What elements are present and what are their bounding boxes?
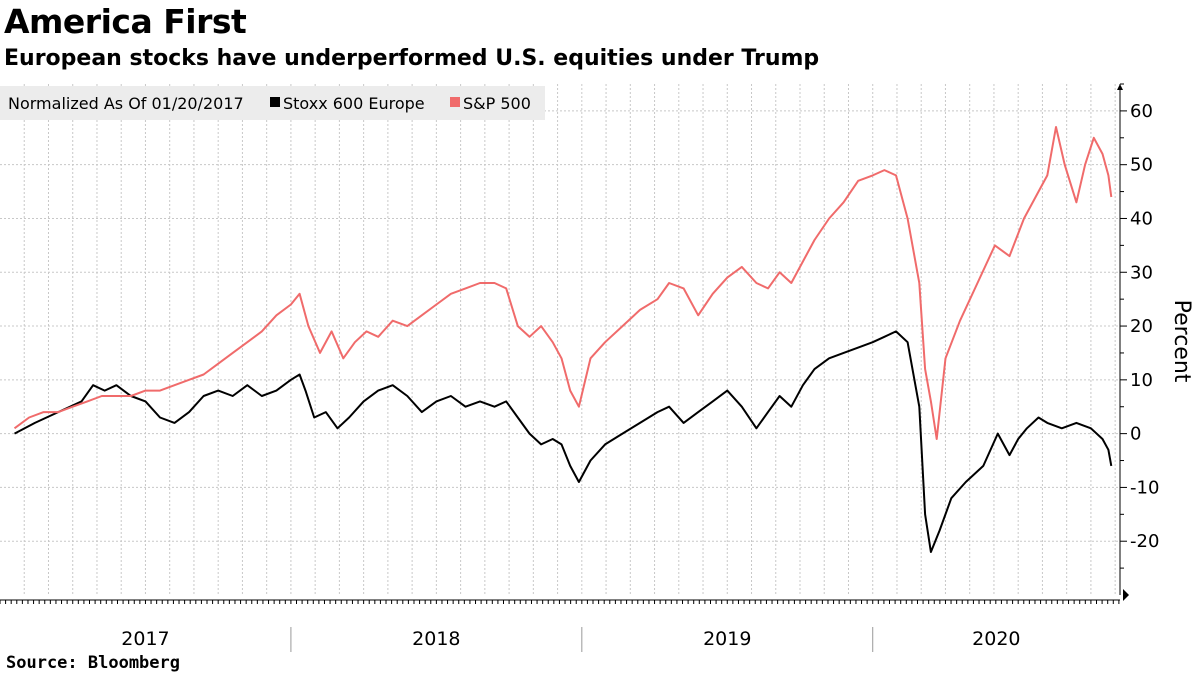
y-axis: -20 -10 0 10 20 30 40 50 60 Percent: [1117, 83, 1194, 601]
legend-prefix: Normalized As Of 01/20/2017: [8, 94, 244, 113]
y-tick-label: 10: [1130, 370, 1153, 391]
series-line: [13, 126, 1113, 440]
y-tick-label: 0: [1130, 424, 1141, 445]
y-tick-label: 60: [1130, 101, 1153, 122]
y-axis-arrow-top: [1117, 84, 1123, 90]
legend-swatch: [270, 97, 280, 107]
y-tick-label: 20: [1130, 316, 1153, 337]
y-tick-label: 30: [1130, 262, 1153, 283]
chart-subtitle: European stocks have underperformed U.S.…: [4, 46, 820, 71]
y-tick-label: -10: [1130, 477, 1159, 498]
x-year-label: 2018: [412, 628, 460, 650]
legend: Normalized As Of 01/20/2017 Stoxx 600 Eur…: [8, 94, 531, 113]
x-year-label: 2019: [703, 628, 751, 650]
series-group: [13, 126, 1113, 553]
x-axis: 2017 2018 2019 2020: [0, 599, 1120, 652]
chart-title: America First: [4, 2, 247, 41]
y-axis-arrow-bottom: [1123, 589, 1129, 601]
x-year-label: 2020: [972, 628, 1020, 650]
legend-entry: Stoxx 600 Europe: [283, 94, 425, 113]
legend-swatch: [450, 97, 460, 107]
legend-entry: S&P 500: [463, 94, 531, 113]
series-line: [14, 330, 1113, 553]
grid-lines: [0, 84, 1120, 595]
y-tick-label: 50: [1130, 155, 1153, 176]
y-axis-label: Percent: [1169, 300, 1194, 383]
y-tick-label: 40: [1130, 208, 1153, 229]
x-year-label: 2017: [121, 628, 169, 650]
y-tick-label: -20: [1130, 531, 1159, 552]
source-note: Source: Bloomberg: [6, 653, 180, 673]
